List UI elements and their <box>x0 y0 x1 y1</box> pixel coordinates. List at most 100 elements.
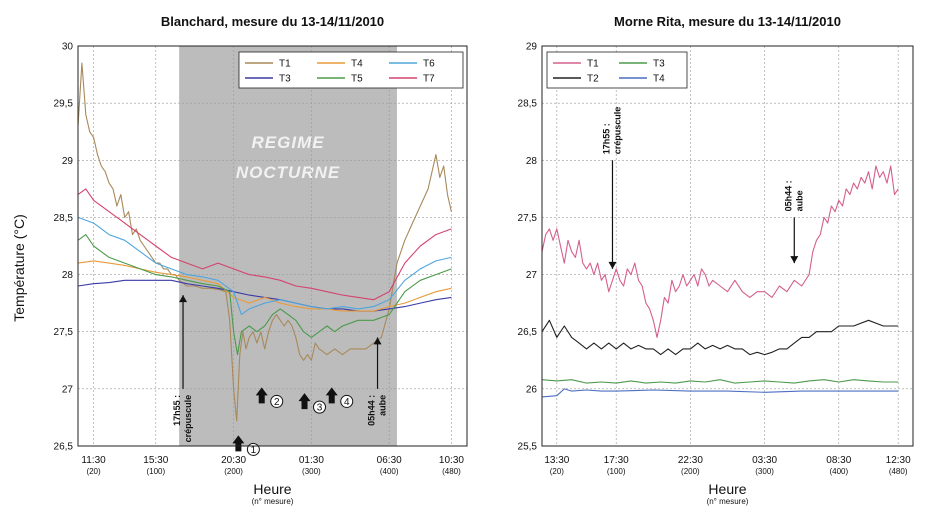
chart2-annotation-line2-aube: aube <box>794 190 804 211</box>
chart2-x-tick-label: 03:30 <box>752 455 777 466</box>
chart2-y-tick-label: 26 <box>526 384 538 395</box>
chart1-x-tick-label: 01:30 <box>299 455 324 466</box>
chart1-marker-label-2: 2 <box>274 397 280 408</box>
chart1-x-tick-sub: (300) <box>302 467 321 476</box>
chart2-x-tick-sub: (480) <box>889 467 908 476</box>
chart1-x-tick-label: 15:30 <box>143 455 168 466</box>
chart1-marker-circle-3 <box>313 400 327 414</box>
chart2-legend-label-t2: T2 <box>587 74 599 85</box>
chart2-legend-label-t3: T3 <box>653 59 665 70</box>
chart2-legend-label-t4: T4 <box>653 74 665 85</box>
chart1-marker-arrow-3 <box>298 393 311 410</box>
chart1-y-tick-label: 28 <box>62 270 74 281</box>
chart1-series-t6 <box>77 216 452 316</box>
chart2-x-axis-sublabel: (n° mesure) <box>707 497 749 506</box>
chart1-legend-box <box>238 51 464 89</box>
chart2-annotation-line1-aube: 05h44 : <box>783 180 793 211</box>
chart1-annotation-line2-aube: aube <box>378 395 388 416</box>
chart1-annotation-line1-aube: 05h44 : <box>367 395 377 426</box>
chart1-series-t1 <box>77 62 452 422</box>
chart2-plot-frame <box>541 45 914 447</box>
chart2-annotation-line1-crepuscule: 17h55 : <box>601 123 611 154</box>
chart1-series-t5 <box>77 234 452 356</box>
chart1-annotation-line1-crepuscule: 17h55 : <box>172 395 182 426</box>
chart2-y-tick-label: 27,5 <box>518 213 538 224</box>
chart1-x-tick-sub: (20) <box>86 467 101 476</box>
y-axis-label: Température (°C) <box>11 214 27 322</box>
chart1-y-tick-label: 29,5 <box>54 99 74 110</box>
chart1-legend-label-t7: T7 <box>423 74 435 85</box>
chart1-x-axis-label: Heure <box>253 481 291 497</box>
chart2-annotation-line2-crepuscule: crépuscule <box>612 107 622 155</box>
chart1-x-tick-sub: (200) <box>224 467 243 476</box>
chart1-y-tick-label: 26,5 <box>54 442 74 453</box>
chart1-x-axis-sublabel: (n° mesure) <box>252 497 294 506</box>
chart1-y-tick-label: 27 <box>62 384 74 395</box>
chart1-legend-label-t6: T6 <box>423 59 435 70</box>
chart1-marker-circle-4 <box>340 394 354 408</box>
chart1-marker-arrow-4 <box>325 387 338 404</box>
chart1-legend-label-t5: T5 <box>351 74 363 85</box>
chart1-legend-label-t1: T1 <box>279 59 291 70</box>
chart2-title: Morne Rita, mesure du 13-14/11/2010 <box>614 14 841 29</box>
chart2-x-tick-label: 22:30 <box>678 455 703 466</box>
chart2-x-axis-label: Heure <box>708 481 746 497</box>
chart1-marker-label-4: 4 <box>344 397 350 408</box>
chart1-marker-label-1: 1 <box>251 445 257 456</box>
chart1-y-tick-label: 27,5 <box>54 327 74 338</box>
chart1-plot-frame <box>77 45 468 447</box>
chart1-title: Blanchard, mesure du 13-14/11/2010 <box>161 14 384 29</box>
chart2-y-tick-label: 25,5 <box>518 442 538 453</box>
chart1-legend: T1 T4 T6 T3 T5 T7 <box>238 51 464 89</box>
chart1-marker-label-3: 3 <box>317 403 323 414</box>
chart1-night-band <box>179 46 397 446</box>
chart2-x-tick-label: 17:30 <box>604 455 629 466</box>
chart2-y-tick-label: 26,5 <box>518 327 538 338</box>
chart1-x-tick-label: 20:30 <box>221 455 246 466</box>
chart2-group: Morne Rita, mesure du 13-14/11/2010 25,5 2… <box>518 14 914 506</box>
chart2-series-t2 <box>541 319 899 356</box>
chart1-x-tick-sub: (480) <box>442 467 461 476</box>
chart1-y-tick-label: 30 <box>62 42 74 53</box>
chart2-legend-label-t1: T1 <box>587 59 599 70</box>
chart1-marker-arrow-1 <box>232 435 245 452</box>
chart2-y-tick-label: 28,5 <box>518 99 538 110</box>
chart1-annotation-arrowhead-aube <box>373 337 382 345</box>
chart2-legend: T1 T3 T2 T4 <box>546 51 688 89</box>
chart1-marker-circle-2 <box>270 394 284 408</box>
chart1-x-tick-label: 11:30 <box>81 455 106 466</box>
chart1-legend-label-t3: T3 <box>279 74 291 85</box>
chart1-annotation-line2-crepuscule: crépuscule <box>183 395 193 443</box>
chart1-x-tick-sub: (400) <box>380 467 399 476</box>
chart2-y-tick-label: 29 <box>526 42 538 53</box>
chart2-x-tick-sub: (300) <box>755 467 774 476</box>
chart1-x-tick-sub: (100) <box>146 467 165 476</box>
chart2-y-tick-label: 27 <box>526 270 538 281</box>
chart1-annotation-arrowhead-crepuscule <box>179 295 188 303</box>
chart1-x-tick-label: 06:30 <box>377 455 402 466</box>
chart1-group: Blanchard, mesure du 13-14/11/2010 REGIME… <box>54 14 468 506</box>
chart2-x-tick-sub: (200) <box>681 467 700 476</box>
chart2-series-t3 <box>541 379 899 384</box>
chart1-y-tick-label: 29 <box>62 156 74 167</box>
chart2-x-tick-label: 08:30 <box>826 455 851 466</box>
chart2-y-tick-label: 28 <box>526 156 538 167</box>
chart2-x-tick-sub: (20) <box>550 467 565 476</box>
chart2-series-t4 <box>541 388 899 398</box>
chart1-series-t7 <box>77 188 452 301</box>
chart2-x-tick-label: 13:30 <box>544 455 569 466</box>
chart1-night-label-2: NOCTURNE <box>236 163 340 182</box>
chart1-x-tick-label: 10:30 <box>439 455 464 466</box>
chart1-marker-arrow-2 <box>255 387 268 404</box>
chart2-legend-box <box>546 51 688 89</box>
chart2-annotation-arrowhead-crepuscule <box>608 261 617 269</box>
chart2-series-t1 <box>541 165 899 338</box>
chart2-x-tick-label: 12:30 <box>886 455 911 466</box>
chart2-x-tick-sub: (400) <box>829 467 848 476</box>
chart1-y-tick-label: 28,5 <box>54 213 74 224</box>
chart2-annotation-arrowhead-aube <box>790 256 799 264</box>
chart1-night-label-1: REGIME <box>252 133 325 152</box>
chart1-legend-label-t4: T4 <box>351 59 363 70</box>
chart2-x-tick-sub: (100) <box>607 467 626 476</box>
